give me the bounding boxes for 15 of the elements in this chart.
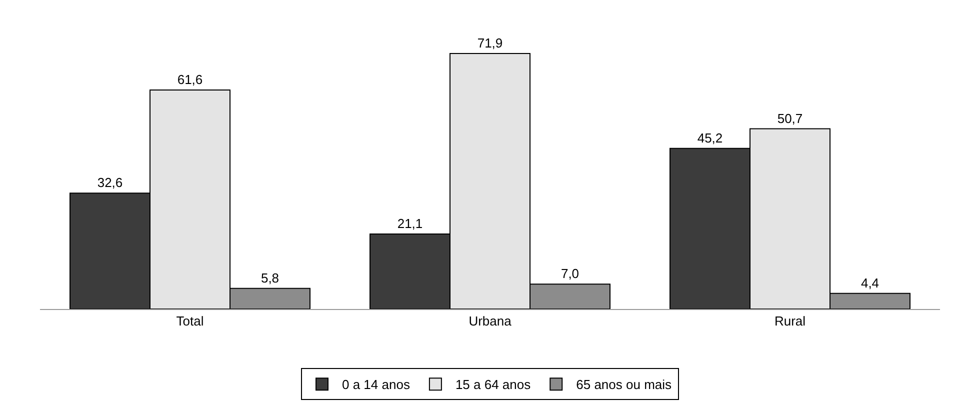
data-label: 71,9 [477,35,503,50]
data-label: 21,1 [397,216,423,232]
legend-label: 15 a 64 anos [455,377,532,392]
data-label: 5,8 [260,270,280,286]
data-label: 45,2 [697,130,723,146]
data-label: 32,6 [97,175,123,190]
x-tick-label: Total [176,314,204,329]
data-label: 4,4 [860,275,880,290]
data-label: 7,0 [560,266,580,282]
legend-label: 65 anos ou mais [576,377,672,392]
x-tick-label: Rural [774,314,806,329]
legend-label: 0 a 14 anos [342,377,410,392]
data-label: 50,7 [777,110,803,126]
x-tick-label: Urbana [468,314,512,329]
data-label: 61,6 [177,72,203,88]
